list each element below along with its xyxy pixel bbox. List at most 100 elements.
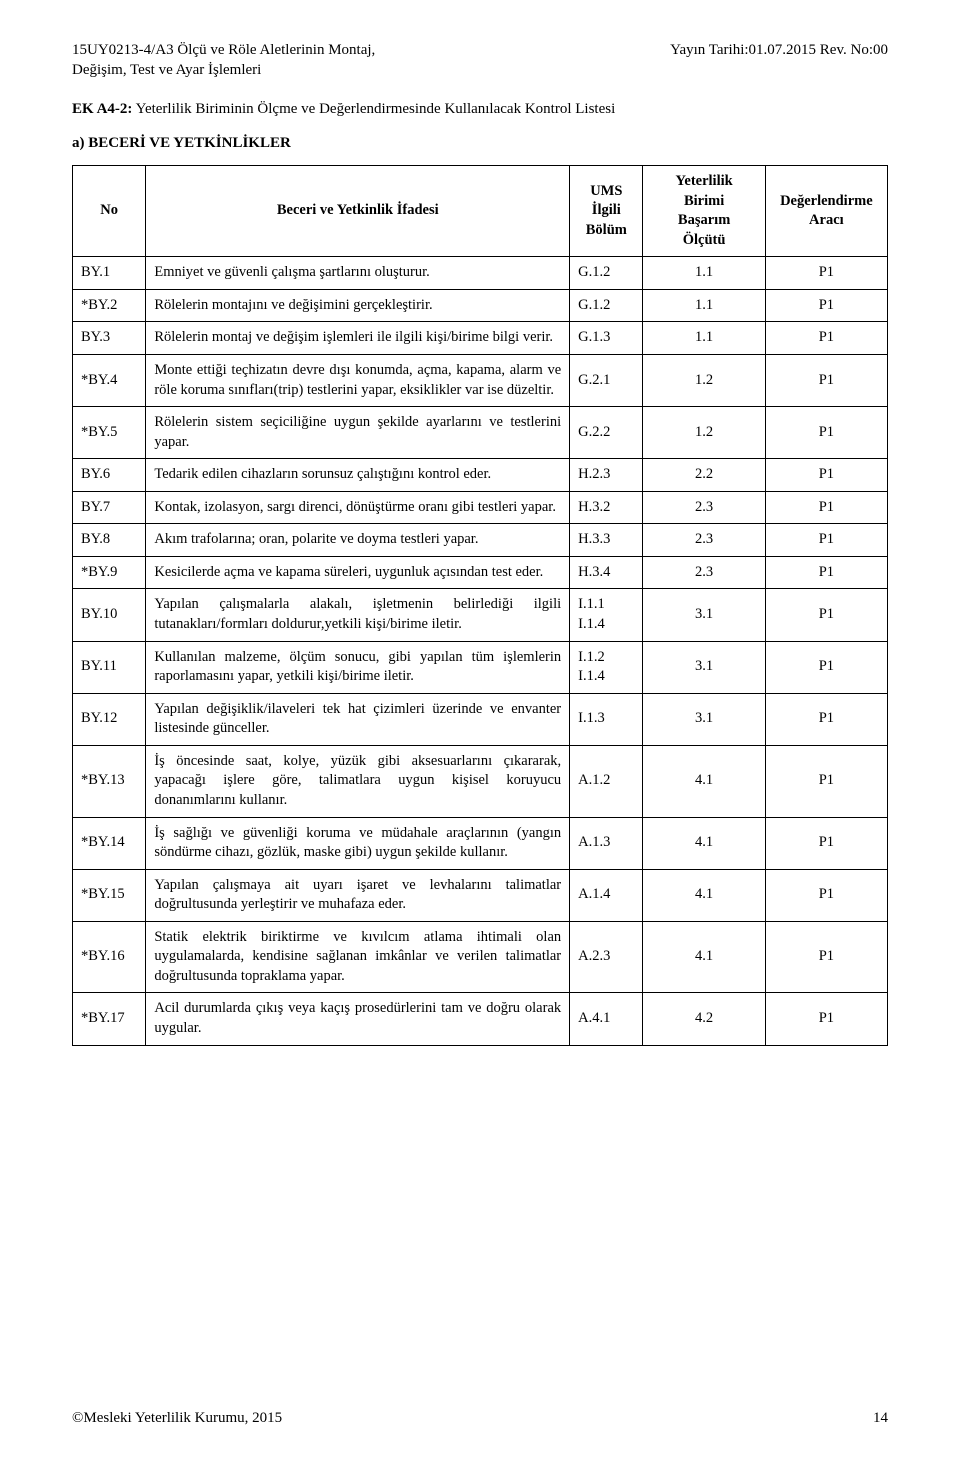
cell-bb: 1.1 [643,257,765,290]
cell-no: BY.12 [73,693,146,745]
cell-no: BY.3 [73,322,146,355]
page-footer: ©Mesleki Yeterlilik Kurumu, 2015 14 [72,1408,888,1428]
cell-ums: H.3.4 [570,556,643,589]
table-row: *BY.5Rölelerin sistem seçiciliğine uygun… [73,407,888,459]
cell-ums: H.3.2 [570,491,643,524]
cell-desc: Acil durumlarda çıkış veya kaçış prosedü… [146,993,570,1045]
cell-desc: Akım trafolarına; oran, polarite ve doym… [146,524,570,557]
cell-da: P1 [765,745,887,817]
section-title: EK A4-2: Yeterlilik Biriminin Ölçme ve D… [72,99,888,119]
cell-bb: 4.1 [643,869,765,921]
cell-no: BY.10 [73,589,146,641]
cell-da: P1 [765,354,887,406]
cell-bb: 1.1 [643,322,765,355]
cell-no: *BY.16 [73,921,146,993]
cell-bb: 3.1 [643,589,765,641]
cell-desc: Kullanılan malzeme, ölçüm sonucu, gibi y… [146,641,570,693]
cell-da: P1 [765,257,887,290]
cell-bb: 1.1 [643,289,765,322]
col-header-da: Değerlendirme Aracı [765,166,887,257]
cell-desc: Yapılan çalışmaya ait uyarı işaret ve le… [146,869,570,921]
header-right: Yayın Tarihi:01.07.2015 Rev. No:00 [670,40,888,81]
cell-ums: A.1.4 [570,869,643,921]
header-left-line2: Değişim, Test ve Ayar İşlemleri [72,62,261,78]
cell-bb: 2.3 [643,491,765,524]
cell-desc: Rölelerin montajını ve değişimini gerçek… [146,289,570,322]
col-header-no: No [73,166,146,257]
page-header: 15UY0213-4/A3 Ölçü ve Röle Aletlerinin M… [72,40,888,81]
cell-no: *BY.13 [73,745,146,817]
cell-desc: Kesicilerde açma ve kapama süreleri, uyg… [146,556,570,589]
table-row: BY.1Emniyet ve güvenli çalışma şartların… [73,257,888,290]
header-left-line1: 15UY0213-4/A3 Ölçü ve Röle Aletlerinin M… [72,42,375,58]
da-l2: Aracı [809,212,844,228]
cell-ums: G.2.1 [570,354,643,406]
cell-no: *BY.2 [73,289,146,322]
cell-desc: Yapılan çalışmalarla alakalı, işletmenin… [146,589,570,641]
bb-l2: Birimi [684,193,724,209]
cell-bb: 2.3 [643,524,765,557]
cell-bb: 4.1 [643,817,765,869]
cell-ums: H.2.3 [570,459,643,492]
cell-desc: Monte ettiği teçhizatın devre dışı konum… [146,354,570,406]
table-row: *BY.16Statik elektrik biriktirme ve kıvı… [73,921,888,993]
cell-da: P1 [765,869,887,921]
cell-no: *BY.17 [73,993,146,1045]
cell-no: *BY.5 [73,407,146,459]
cell-bb: 1.2 [643,354,765,406]
cell-da: P1 [765,641,887,693]
cell-no: BY.7 [73,491,146,524]
cell-desc: Kontak, izolasyon, sargı direnci, dönüşt… [146,491,570,524]
cell-bb: 1.2 [643,407,765,459]
table-row: BY.3Rölelerin montaj ve değişim işlemler… [73,322,888,355]
table-row: BY.10Yapılan çalışmalarla alakalı, işlet… [73,589,888,641]
cell-no: *BY.4 [73,354,146,406]
table-row: *BY.13İş öncesinde saat, kolye, yüzük gi… [73,745,888,817]
bb-l4: Ölçütü [683,232,726,248]
cell-no: BY.6 [73,459,146,492]
cell-no: *BY.14 [73,817,146,869]
da-l1: Değerlendirme [780,193,873,209]
cell-desc: Rölelerin montaj ve değişim işlemleri il… [146,322,570,355]
cell-da: P1 [765,921,887,993]
ums-l3: Bölüm [586,222,627,238]
cell-bb: 2.2 [643,459,765,492]
cell-no: BY.1 [73,257,146,290]
header-right-text: Yayın Tarihi:01.07.2015 Rev. No:00 [670,42,888,58]
cell-bb: 2.3 [643,556,765,589]
section-title-rest: Yeterlilik Biriminin Ölçme ve Değerlendi… [132,101,615,117]
cell-da: P1 [765,693,887,745]
table-row: *BY.14İş sağlığı ve güvenliği koruma ve … [73,817,888,869]
cell-da: P1 [765,459,887,492]
ums-l2: İlgili [592,202,621,218]
subsection-title: a) BECERİ VE YETKİNLİKLER [72,133,888,153]
cell-da: P1 [765,289,887,322]
cell-ums: I.1.3 [570,693,643,745]
cell-desc: Yapılan değişiklik/ilaveleri tek hat çiz… [146,693,570,745]
cell-ums: H.3.3 [570,524,643,557]
cell-da: P1 [765,407,887,459]
cell-ums: G.1.2 [570,257,643,290]
header-left: 15UY0213-4/A3 Ölçü ve Röle Aletlerinin M… [72,40,375,81]
cell-da: P1 [765,817,887,869]
table-row: BY.6Tedarik edilen cihazların sorunsuz ç… [73,459,888,492]
cell-ums: I.1.1I.1.4 [570,589,643,641]
cell-desc: İş sağlığı ve güvenliği koruma ve müdaha… [146,817,570,869]
cell-da: P1 [765,993,887,1045]
section-title-prefix: EK A4-2: [72,101,132,117]
table-body: BY.1Emniyet ve güvenli çalışma şartların… [73,257,888,1045]
footer-left: ©Mesleki Yeterlilik Kurumu, 2015 [72,1408,282,1428]
cell-ums: A.1.3 [570,817,643,869]
col-header-bb: Yeterlilik Birimi Başarım Ölçütü [643,166,765,257]
bb-l1: Yeterlilik [676,173,733,189]
table-row: *BY.15Yapılan çalışmaya ait uyarı işaret… [73,869,888,921]
table-row: BY.11Kullanılan malzeme, ölçüm sonucu, g… [73,641,888,693]
cell-bb: 4.2 [643,993,765,1045]
cell-desc: Emniyet ve güvenli çalışma şartlarını ol… [146,257,570,290]
cell-ums: I.1.2I.1.4 [570,641,643,693]
table-row: *BY.2Rölelerin montajını ve değişimini g… [73,289,888,322]
control-list-table: No Beceri ve Yetkinlik İfadesi UMS İlgil… [72,165,888,1046]
ums-l1: UMS [590,183,622,199]
cell-desc: İş öncesinde saat, kolye, yüzük gibi aks… [146,745,570,817]
cell-ums: G.1.2 [570,289,643,322]
